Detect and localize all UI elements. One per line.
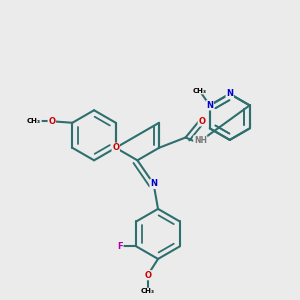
Text: N: N — [226, 89, 233, 98]
Text: O: O — [48, 117, 55, 126]
Text: O: O — [112, 143, 119, 152]
Text: N: N — [206, 101, 213, 110]
Text: NH: NH — [194, 136, 207, 145]
Text: F: F — [117, 242, 123, 251]
Text: O: O — [144, 271, 151, 280]
Text: N: N — [150, 179, 157, 188]
Text: CH₃: CH₃ — [141, 288, 155, 294]
Text: CH₃: CH₃ — [193, 88, 206, 94]
Text: CH₃: CH₃ — [27, 118, 41, 124]
Text: O: O — [198, 117, 205, 126]
